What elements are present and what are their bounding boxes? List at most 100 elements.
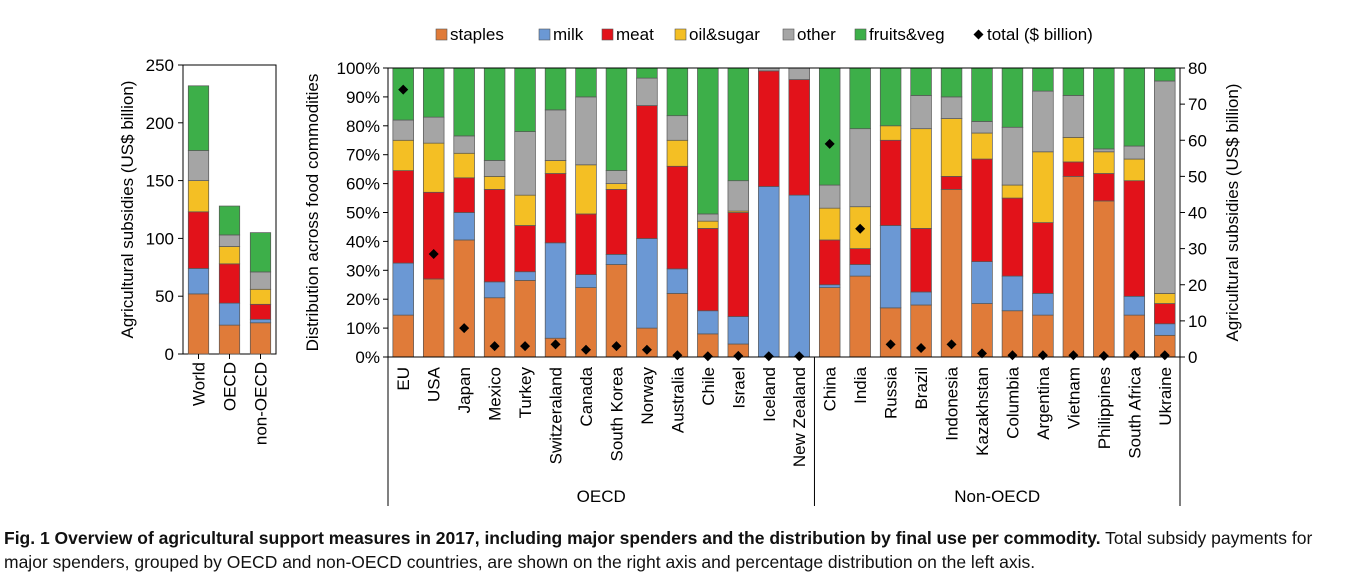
legend-swatch-meat xyxy=(601,28,614,41)
bar-columbia-milk xyxy=(1001,275,1024,312)
total-marker-usa xyxy=(428,249,439,260)
bar-mexico-other xyxy=(483,160,506,177)
x-tick-label-columbia: Columbia xyxy=(1003,366,1022,438)
y2-tick-label-20: 20 xyxy=(1188,276,1207,295)
bar-turkey-oil-sugar xyxy=(514,194,536,226)
bar-oecd-fruits-veg xyxy=(218,205,241,236)
bar-new-zealand-other xyxy=(788,67,810,80)
x-tick-label-china: China xyxy=(821,366,840,411)
bar-mexico-fruits-veg xyxy=(483,67,506,161)
bar-russia-oil-sugar xyxy=(879,125,902,141)
y-tick-label-1-150: 150 xyxy=(146,172,174,191)
bar-columbia-oil-sugar xyxy=(1001,184,1024,199)
total-marker-iceland xyxy=(763,351,774,362)
bar-china-fruits-veg xyxy=(818,67,841,186)
bar-chile-meat xyxy=(697,228,719,312)
bar-brazil-milk xyxy=(910,291,932,306)
bar-japan-meat xyxy=(453,177,475,213)
x-tick-label-non-oecd: non-OECD xyxy=(252,362,271,445)
bar-oecd-oil-sugar xyxy=(218,246,241,265)
bar-columbia-other xyxy=(1001,126,1024,186)
bar-india-fruits-veg xyxy=(849,67,871,130)
legend-label-milk: milk xyxy=(553,25,584,44)
bar-canada-other xyxy=(575,96,597,166)
legend-marker-total-billion xyxy=(973,29,984,40)
legend-swatch-milk xyxy=(538,28,551,41)
x-tick-label-ukraine: Ukraine xyxy=(1156,367,1175,426)
bar-chile-fruits-veg xyxy=(697,67,719,215)
x-tick-label-indonesia: Indonesia xyxy=(943,366,962,440)
bar-argentina-other xyxy=(1032,90,1054,153)
total-marker-chile xyxy=(702,351,713,362)
bar-china-other xyxy=(818,184,841,209)
bar-ukraine-fruits-veg xyxy=(1154,67,1176,82)
bar-non-oecd-other xyxy=(249,271,272,290)
x-tick-label-iceland: Iceland xyxy=(760,367,779,422)
bar-switzeraland-meat xyxy=(544,173,567,244)
bar-vietnam-meat xyxy=(1062,161,1085,177)
x-tick-label-new-zealand: New Zealand xyxy=(790,367,809,467)
bar-india-meat xyxy=(849,248,871,265)
bar-norway-fruits-veg xyxy=(636,67,658,79)
x-tick-label-mexico: Mexico xyxy=(486,367,505,421)
bar-non-oecd-fruits-veg xyxy=(249,232,272,273)
bar-indonesia-fruits-veg xyxy=(940,67,963,98)
bar-new-zealand-meat xyxy=(788,79,810,196)
bar-kazakhstan-other xyxy=(971,121,993,134)
bar-india-milk xyxy=(849,264,871,277)
chart-legend: staples milk meat oil&sugar other fruits&veg t… xyxy=(435,25,1093,44)
bar-brazil-other xyxy=(910,95,932,130)
x-tick-label-chile: Chile xyxy=(699,367,718,406)
bar-canada-oil-sugar xyxy=(575,164,597,215)
bar-usa-staples xyxy=(422,278,445,358)
bar-mexico-oil-sugar xyxy=(483,176,506,190)
bar-canada-milk xyxy=(575,274,597,288)
bar-russia-fruits-veg xyxy=(879,67,902,127)
bar-switzeraland-fruits-veg xyxy=(544,67,567,111)
y-tick-label-1-0: 0 xyxy=(165,345,174,364)
y2-tick-label-60: 60 xyxy=(1188,131,1207,150)
chart-country-distribution: EU USA Japan Mexico Turkey Switzeraland Canada… xyxy=(303,59,1242,506)
bar-chile-milk xyxy=(697,310,719,335)
bar-non-oecd-staples xyxy=(249,322,272,355)
y-tick-label-2-100: 100% xyxy=(337,59,380,78)
bar-mexico-meat xyxy=(483,189,506,283)
bar-turkey-meat xyxy=(514,225,536,273)
bar-iceland-milk xyxy=(758,186,780,358)
y-tick-label-2-90: 90% xyxy=(346,88,380,107)
x-tick-label-oecd: OECD xyxy=(221,362,240,411)
x-tick-label-switzeraland: Switzeraland xyxy=(547,367,566,464)
bar-turkey-milk xyxy=(514,271,536,281)
bar-usa-meat xyxy=(422,191,445,280)
bar-south-korea-meat xyxy=(605,189,628,255)
legend-item-total-billion: total ($ billion) xyxy=(973,25,1093,44)
x-tick-label-turkey: Turkey xyxy=(516,367,535,419)
x-tick-label-vietnam: Vietnam xyxy=(1064,367,1083,429)
total-marker-norway xyxy=(641,344,652,355)
bar-south-africa-other xyxy=(1123,145,1146,160)
total-marker-south-korea xyxy=(611,341,622,352)
bar-eu-milk xyxy=(392,262,414,316)
bar-world-staples xyxy=(187,293,210,355)
bar-ukraine-oil-sugar xyxy=(1154,293,1176,304)
legend-label-total-billion: total ($ billion) xyxy=(987,25,1093,44)
bar-kazakhstan-fruits-veg xyxy=(971,67,993,122)
bar-chile-oil-sugar xyxy=(697,220,719,229)
bar-india-staples xyxy=(849,275,871,358)
total-marker-australia xyxy=(672,350,683,361)
bar-ukraine-milk xyxy=(1154,323,1176,336)
bar-world-milk xyxy=(187,268,210,295)
x-tick-label-russia: Russia xyxy=(882,366,901,419)
group-label-oecd: OECD xyxy=(577,487,626,506)
y2-tick-label-0: 0 xyxy=(1188,348,1197,367)
bar-indonesia-other xyxy=(940,96,963,119)
total-marker-south-africa xyxy=(1129,350,1140,361)
legend-label-other: other xyxy=(797,25,836,44)
total-marker-columbia xyxy=(1007,350,1018,361)
bar-indonesia-staples xyxy=(940,189,963,358)
y-tick-label-1-100: 100 xyxy=(146,229,174,248)
bar-non-oecd-meat xyxy=(249,303,272,320)
y-tick-label-2-60: 60% xyxy=(346,175,380,194)
bar-kazakhstan-oil-sugar xyxy=(971,132,993,160)
bar-israel-fruits-veg xyxy=(727,67,750,182)
